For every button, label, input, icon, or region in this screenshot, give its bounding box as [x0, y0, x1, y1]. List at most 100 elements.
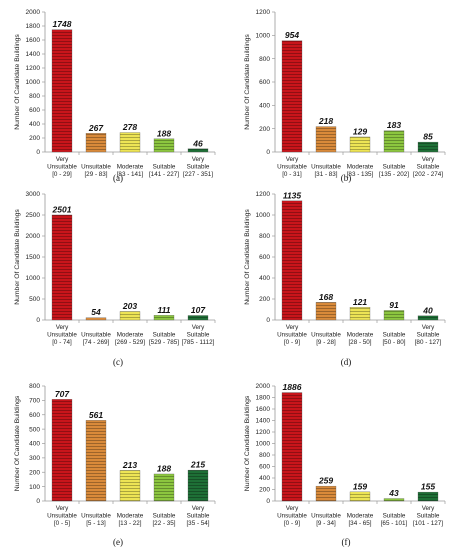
x-category-label: Suitable [135 - 202] — [379, 164, 409, 179]
bar-value-label: 707 — [55, 389, 70, 399]
y-tick-label: 3000 — [26, 191, 41, 198]
y-tick-label: 1200 — [256, 191, 271, 198]
y-tick-label: 200 — [259, 126, 270, 133]
bar — [281, 200, 303, 321]
y-tick-label: 1800 — [256, 395, 271, 402]
bar — [119, 470, 141, 502]
bar-value-label: 168 — [319, 292, 333, 302]
y-axis-label: Number Of Candidate Buildings — [244, 34, 251, 130]
y-tick-label: 2500 — [26, 212, 41, 219]
bar-value-label: 267 — [88, 123, 104, 133]
y-tick-label: 0 — [36, 149, 40, 156]
x-category-label: Unsuitable [5 - 13] — [81, 513, 111, 528]
bar-value-label: 85 — [423, 132, 433, 142]
bar — [119, 132, 141, 153]
y-tick-label: 1000 — [26, 275, 41, 282]
bar-value-label: 121 — [353, 297, 367, 307]
x-category-label: Very Suitable [101 - 127] — [413, 505, 443, 527]
y-tick-label: 1000 — [256, 212, 271, 219]
bar — [153, 473, 175, 502]
x-category-label: Moderate [269 - 529] — [115, 332, 145, 347]
y-tick-label: 600 — [29, 412, 40, 419]
x-category-label: Moderate [28 - 50] — [347, 332, 374, 347]
y-tick-label: 600 — [259, 79, 270, 86]
bar — [349, 491, 371, 502]
bar — [315, 485, 337, 502]
chart-panel: 0 100 200 300 400 500 600 700 800 Number Of Candi… — [14, 383, 216, 547]
y-tick-label: 400 — [259, 475, 270, 482]
y-tick-label: 1200 — [256, 429, 271, 436]
bar — [187, 315, 209, 321]
y-tick-label: 1600 — [256, 406, 271, 413]
y-tick-label: 0 — [36, 498, 40, 505]
bar-value-label: 954 — [285, 30, 299, 40]
bar — [383, 130, 405, 153]
x-category-label: Very Unsuitable [0 - 9] — [277, 505, 307, 527]
x-category-label: Unsuitable [9 - 28] — [311, 332, 341, 347]
y-tick-label: 800 — [29, 93, 40, 100]
x-category-label: Very Unsuitable [0 - 31] — [277, 156, 307, 178]
panel-label: (b) — [341, 173, 352, 183]
bar — [187, 469, 209, 502]
y-tick-label: 600 — [29, 107, 40, 114]
y-tick-label: 500 — [29, 426, 40, 433]
bar-value-label: 1886 — [283, 382, 302, 392]
y-tick-label: 1000 — [256, 33, 271, 40]
y-axis-label: Number Of Candidate Buildings — [244, 209, 251, 305]
bar — [51, 29, 73, 153]
bar — [51, 399, 73, 502]
bar — [85, 317, 107, 321]
y-tick-label: 800 — [29, 383, 40, 390]
panel-label: (a) — [113, 173, 123, 183]
x-category-label: Unsuitable [31 - 83] — [311, 164, 341, 179]
bar — [417, 491, 439, 502]
panel-label: (c) — [113, 357, 123, 367]
panel-label: (d) — [341, 357, 352, 367]
bar — [153, 138, 175, 153]
x-category-label: Unsuitable [74 - 269] — [81, 332, 111, 347]
y-tick-label: 1000 — [26, 79, 41, 86]
bar — [153, 315, 175, 321]
y-tick-label: 1400 — [26, 51, 41, 58]
x-category-label: Moderate [34 - 65] — [347, 513, 374, 528]
chart-panel: 0 200 400 600 800 1000 1200 Number Of Candidate… — [244, 9, 446, 183]
y-tick-label: 1800 — [26, 23, 41, 30]
y-axis-label: Number Of Candidate Buildings — [14, 34, 21, 130]
bar — [85, 133, 107, 153]
y-tick-label: 400 — [29, 121, 40, 128]
y-tick-label: 2000 — [256, 383, 271, 390]
y-tick-label: 200 — [29, 135, 40, 142]
y-tick-label: 400 — [259, 275, 270, 282]
bar-value-label: 159 — [353, 481, 367, 491]
y-tick-label: 1000 — [256, 441, 271, 448]
y-tick-label: 1200 — [26, 65, 41, 72]
bar — [349, 136, 371, 153]
chart-panel: 0 200 400 600 800 1000 1200 1400 1600 1800 2000 Num… — [244, 382, 446, 547]
x-category-label: Very Unsuitable [0 - 74] — [47, 324, 77, 346]
y-tick-label: 300 — [29, 455, 40, 462]
y-axis-label: Number Of Candidate Buildings — [14, 395, 21, 491]
bar — [51, 214, 73, 321]
x-category-label: Moderate [83 - 135] — [347, 164, 374, 179]
y-tick-label: 0 — [36, 317, 40, 324]
x-category-label: Unsuitable [9 - 34] — [311, 513, 341, 528]
chart-panel: 0 500 1000 1500 2000 2500 3000 Number Of Candid… — [14, 191, 216, 367]
bar-value-label: 188 — [157, 463, 171, 473]
bar-value-label: 40 — [422, 305, 433, 315]
bar-value-label: 203 — [122, 301, 137, 311]
y-tick-label: 2000 — [26, 233, 41, 240]
y-tick-label: 600 — [259, 254, 270, 261]
y-tick-label: 600 — [259, 464, 270, 471]
y-tick-label: 0 — [266, 149, 270, 156]
y-tick-label: 1200 — [256, 9, 271, 16]
x-category-label: Suitable [529 - 785] — [149, 332, 179, 347]
y-tick-label: 800 — [259, 56, 270, 63]
y-tick-label: 1600 — [26, 37, 41, 44]
bar-value-label: 215 — [190, 460, 205, 470]
bar — [315, 302, 337, 321]
y-tick-label: 0 — [266, 498, 270, 505]
x-category-label: Suitable [22 - 35] — [152, 513, 175, 528]
panel-label: (f) — [342, 537, 351, 547]
bar-value-label: 259 — [318, 476, 333, 486]
panel-label: (e) — [113, 537, 123, 547]
